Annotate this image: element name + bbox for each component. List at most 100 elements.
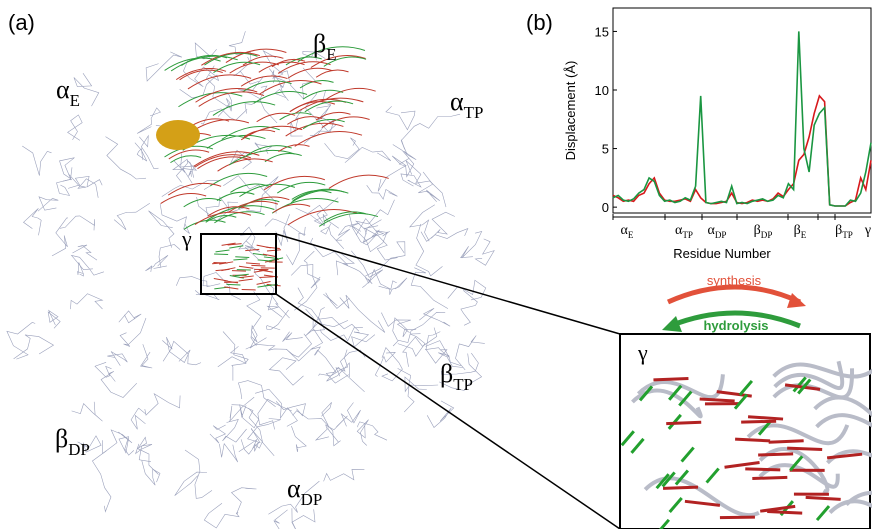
zoom-box	[200, 233, 277, 295]
motion-arrow	[277, 61, 331, 74]
motion-arrow	[215, 268, 230, 272]
backbone	[200, 108, 248, 125]
tube	[746, 423, 850, 446]
backbone	[392, 317, 417, 341]
label-base: β	[440, 359, 453, 388]
motion-arrow	[238, 278, 253, 282]
backbone	[275, 214, 290, 247]
motion-arrow	[724, 460, 760, 469]
backbone	[51, 217, 68, 257]
motion-arrow	[655, 473, 670, 490]
motion-arrow	[760, 504, 796, 513]
motion-arrow	[168, 149, 210, 160]
motion-arrow	[733, 393, 749, 410]
backbone	[268, 68, 289, 101]
backbone	[67, 114, 83, 141]
backbone	[203, 502, 240, 529]
motion-arrow	[310, 54, 366, 69]
backbone	[348, 213, 377, 246]
backbone	[291, 508, 316, 529]
backbone	[145, 255, 169, 272]
backbone	[438, 352, 463, 368]
backbone	[134, 443, 153, 462]
backbone	[295, 204, 328, 227]
backbone	[184, 449, 213, 499]
motion-arrow	[224, 286, 239, 290]
motion-arrow	[183, 198, 222, 208]
segment-label: βTP	[835, 223, 853, 240]
backbone	[140, 344, 153, 369]
motion-arrow	[242, 80, 292, 93]
backbone	[255, 388, 298, 427]
backbone	[366, 185, 398, 200]
tube	[815, 413, 872, 429]
motion-arrow	[239, 275, 254, 279]
motion-arrow	[239, 183, 296, 198]
backbone	[244, 85, 268, 114]
motion-arrow	[299, 80, 334, 89]
label-sub: E	[628, 230, 634, 240]
backbone	[439, 353, 483, 391]
motion-arrow	[243, 129, 276, 138]
backbone	[246, 291, 262, 343]
backbone	[365, 268, 397, 290]
backbone	[310, 237, 349, 276]
backbone	[317, 307, 360, 332]
motion-arrow	[212, 101, 276, 116]
tube	[772, 368, 854, 400]
backbone	[354, 199, 395, 229]
motion-arrow	[659, 518, 671, 529]
backbone	[282, 331, 303, 342]
backbone	[339, 294, 386, 333]
motion-arrow	[221, 242, 236, 246]
motion-arrow	[240, 75, 288, 87]
motion-arrow	[206, 134, 266, 149]
backbone	[397, 333, 426, 357]
label-sub: DP	[301, 490, 323, 509]
motion-arrow	[325, 87, 376, 100]
motion-arrow	[680, 446, 695, 463]
backbone	[37, 196, 59, 212]
backbone	[217, 92, 233, 117]
motion-arrow	[242, 55, 284, 66]
motion-arrow	[233, 258, 248, 261]
backbone	[205, 196, 239, 218]
motion-arrow	[735, 437, 771, 443]
tube	[758, 463, 840, 489]
arrowhead	[662, 316, 682, 332]
backbone	[72, 244, 98, 261]
backbone	[460, 231, 483, 259]
backbone	[474, 238, 495, 266]
backbone	[323, 469, 365, 482]
segment-label: βE	[794, 223, 807, 240]
motion-arrow	[768, 439, 804, 444]
backbone	[344, 146, 392, 163]
motion-arrow	[175, 68, 227, 81]
backbone	[268, 480, 320, 515]
motion-arrow	[187, 74, 252, 90]
motion-arrow	[213, 61, 261, 73]
motion-arrow	[318, 212, 379, 227]
motion-arrow	[257, 259, 272, 262]
label-base: α	[708, 223, 716, 238]
backbone	[355, 218, 382, 244]
label-base: α	[621, 223, 629, 238]
backbone	[173, 160, 198, 178]
label-sub: DP	[715, 230, 727, 240]
motion-arrow	[684, 499, 721, 507]
motion-arrow	[245, 248, 260, 252]
motion-arrow	[256, 280, 271, 285]
backbone	[47, 309, 61, 329]
motion-arrow	[678, 390, 693, 407]
motion-arrow	[212, 261, 227, 265]
backbone	[233, 56, 260, 85]
backbone	[162, 340, 202, 366]
motion-arrow	[258, 61, 305, 73]
motion-arrow	[253, 91, 308, 104]
backbone	[441, 352, 479, 375]
motion-arrow	[666, 420, 702, 426]
backbone	[238, 438, 258, 455]
backbone	[335, 349, 366, 377]
motion-arrow	[302, 89, 344, 100]
tube	[636, 374, 725, 400]
